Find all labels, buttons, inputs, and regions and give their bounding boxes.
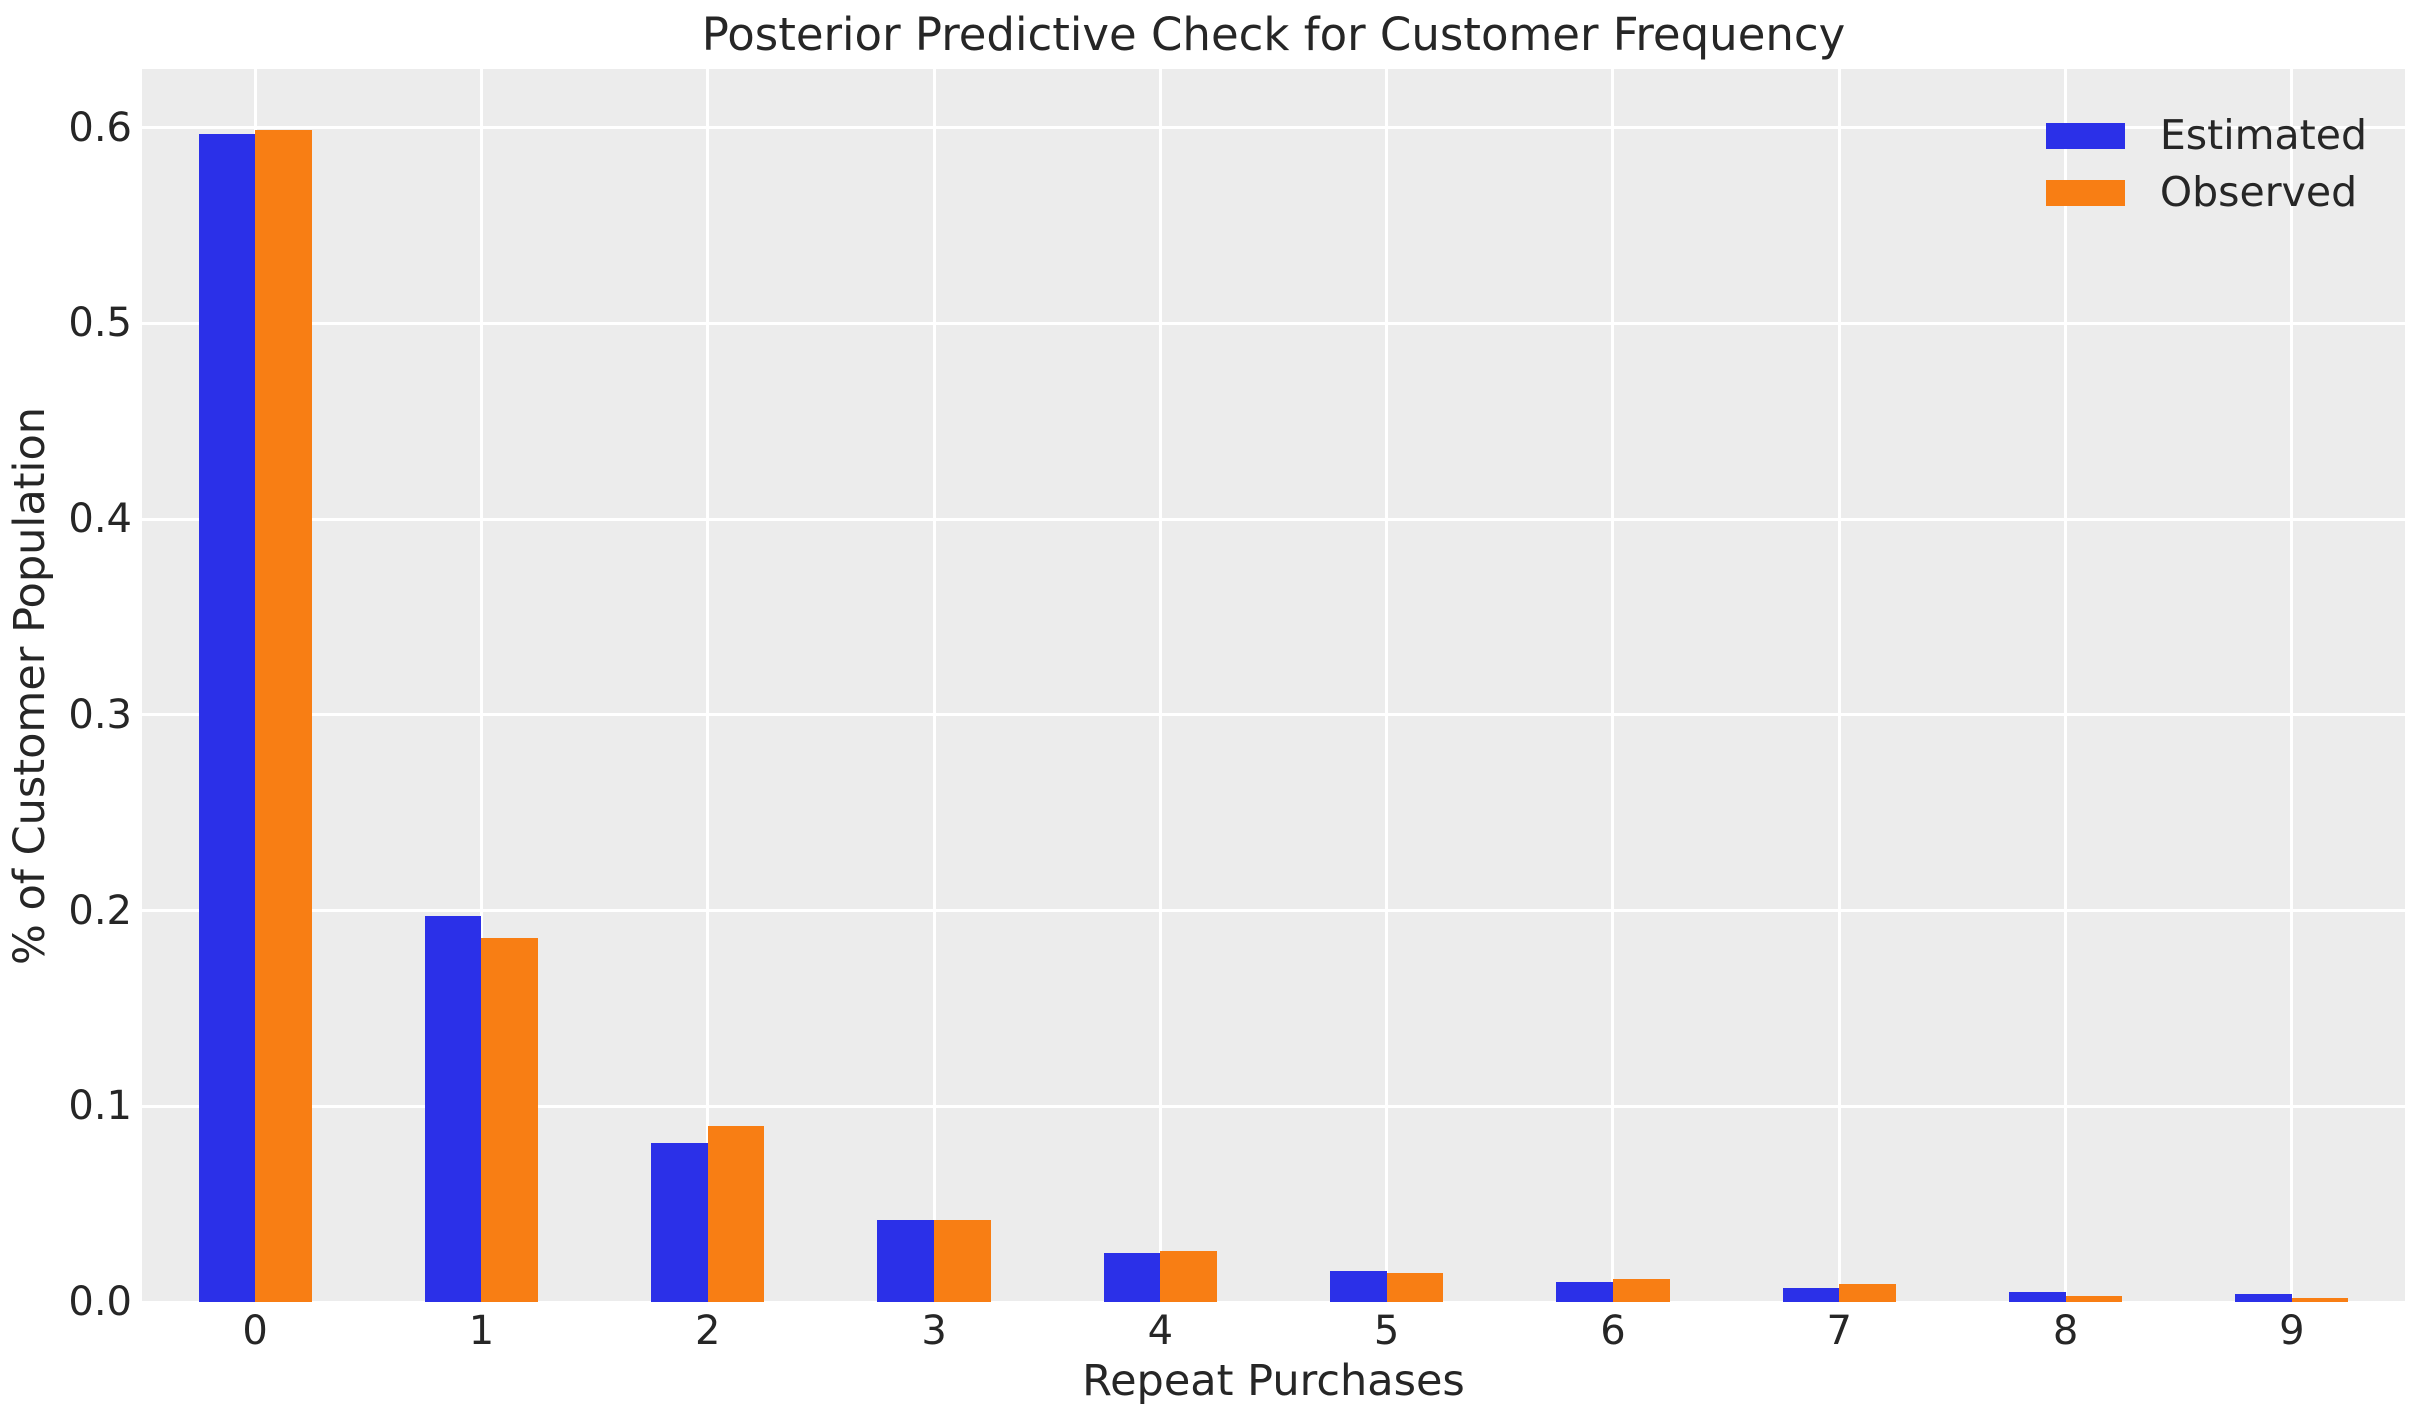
x-tick-label: 3 xyxy=(921,1308,947,1354)
y-tick-label: 0.1 xyxy=(68,1083,132,1130)
bar-observed-5 xyxy=(1386,1272,1444,1302)
bar-estimated-2 xyxy=(651,1143,708,1302)
bar-observed-9 xyxy=(2291,1298,2349,1302)
y-tick-label: 0.6 xyxy=(68,104,132,151)
v-gridline xyxy=(706,69,710,1302)
bar-estimated-1 xyxy=(424,916,482,1302)
x-axis-label: Repeat Purchases xyxy=(1082,1356,1465,1406)
bar-estimated-3 xyxy=(877,1219,935,1302)
bar-estimated-9 xyxy=(2235,1294,2292,1302)
x-tick-label: 6 xyxy=(1600,1308,1626,1354)
legend-swatch-observed xyxy=(2045,179,2125,206)
x-tick-label: 9 xyxy=(2279,1308,2305,1354)
v-gridline xyxy=(932,69,936,1302)
x-tick-label: 4 xyxy=(1147,1308,1174,1354)
bar-observed-4 xyxy=(1160,1251,1217,1302)
x-tick-label: 8 xyxy=(2052,1308,2079,1354)
legend: Estimated Observed xyxy=(2045,107,2367,221)
bar-estimated-8 xyxy=(2008,1292,2066,1302)
h-gridline xyxy=(142,909,2405,913)
h-gridline xyxy=(142,126,2405,130)
bar-observed-8 xyxy=(2065,1296,2123,1302)
bar-observed-3 xyxy=(934,1219,991,1302)
v-gridline xyxy=(2064,69,2068,1302)
legend-row-observed: Observed xyxy=(2045,164,2367,221)
legend-swatch-estimated xyxy=(2045,122,2125,149)
bar-observed-7 xyxy=(1839,1284,1896,1302)
bar-estimated-7 xyxy=(1782,1288,1840,1302)
chart-title: Posterior Predictive Check for Customer … xyxy=(701,8,1846,61)
y-tick-label: 0.3 xyxy=(68,691,132,738)
x-tick-label: 7 xyxy=(1826,1308,1852,1354)
h-gridline xyxy=(142,713,2405,717)
legend-label-observed: Observed xyxy=(2159,168,2358,216)
y-tick-label: 0.2 xyxy=(68,887,132,934)
v-gridline xyxy=(1611,69,1615,1302)
x-tick-label: 1 xyxy=(468,1308,495,1354)
bar-estimated-6 xyxy=(1556,1282,1613,1302)
h-gridline xyxy=(142,517,2405,521)
h-gridline xyxy=(142,1300,2405,1302)
bar-observed-6 xyxy=(1612,1278,1670,1302)
x-tick-label: 0 xyxy=(242,1308,268,1354)
v-gridline xyxy=(2290,69,2294,1302)
bar-estimated-0 xyxy=(198,133,256,1302)
bar-observed-2 xyxy=(707,1125,765,1302)
v-gridline xyxy=(1158,69,1162,1302)
y-tick-label: 0.0 xyxy=(68,1279,132,1325)
bar-observed-1 xyxy=(481,937,538,1302)
bar-observed-0 xyxy=(255,129,312,1302)
bar-estimated-4 xyxy=(1103,1253,1161,1302)
x-tick-label: 5 xyxy=(1373,1308,1400,1354)
h-gridline xyxy=(142,1104,2405,1108)
v-gridline xyxy=(1837,69,1841,1302)
y-tick-label: 0.4 xyxy=(68,496,132,543)
v-gridline xyxy=(1385,69,1389,1302)
plot-area: Estimated Observed xyxy=(142,69,2405,1302)
x-tick-label: 2 xyxy=(695,1308,721,1354)
bar-estimated-5 xyxy=(1330,1270,1387,1302)
y-tick-label: 0.5 xyxy=(68,300,132,347)
legend-row-estimated: Estimated xyxy=(2045,107,2367,164)
h-gridline xyxy=(142,321,2405,325)
legend-label-estimated: Estimated xyxy=(2159,111,2367,159)
v-gridline xyxy=(479,69,483,1302)
